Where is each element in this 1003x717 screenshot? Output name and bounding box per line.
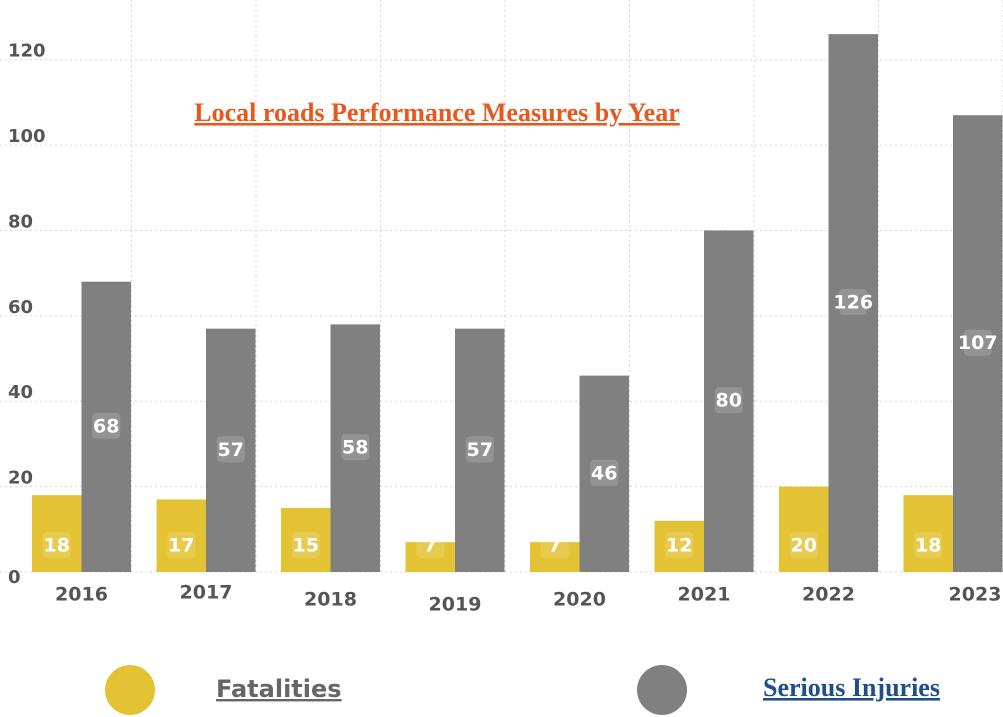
bar xyxy=(530,542,580,572)
value-label-bg xyxy=(42,532,71,558)
value-label-bg xyxy=(665,532,694,558)
value-label-bg xyxy=(416,532,445,558)
chart-title: Local roads Performance Measures by Year xyxy=(194,98,679,127)
bar xyxy=(206,328,256,572)
y-tick-label: 60 xyxy=(8,297,33,318)
x-tick-label: 2018 xyxy=(304,589,357,611)
y-tick-label: 80 xyxy=(8,211,33,232)
bar xyxy=(828,34,878,573)
y-tick-label: 40 xyxy=(8,382,33,403)
legend-label: Serious Injuries xyxy=(763,673,940,702)
value-label: 46 xyxy=(591,462,617,484)
y-tick-label: 120 xyxy=(8,41,46,62)
value-label-bg xyxy=(465,436,494,463)
value-label-bg xyxy=(167,532,196,558)
bar xyxy=(579,375,629,572)
y-tick-label: 100 xyxy=(8,126,46,147)
value-label: 18 xyxy=(915,535,941,557)
value-label: 57 xyxy=(467,439,493,461)
value-label-bg xyxy=(839,289,868,316)
bar xyxy=(156,499,206,572)
bar xyxy=(81,281,131,572)
value-label: 68 xyxy=(93,415,119,437)
value-label-bg xyxy=(291,532,320,558)
value-label: 7 xyxy=(548,535,561,557)
value-label-bg xyxy=(92,412,121,439)
value-label: 57 xyxy=(218,439,244,461)
bar xyxy=(32,495,82,572)
bar xyxy=(704,230,754,572)
value-label-bg xyxy=(914,532,943,558)
value-label: 18 xyxy=(44,535,70,557)
legend-label: Fatalities xyxy=(216,675,342,703)
value-label: 126 xyxy=(833,292,873,314)
bar xyxy=(654,520,704,572)
value-label-bg xyxy=(714,387,743,414)
value-label: 58 xyxy=(342,437,368,459)
value-label: 12 xyxy=(666,535,692,557)
value-label: 80 xyxy=(716,390,742,412)
x-tick-label: 2021 xyxy=(678,584,731,606)
value-label-bg xyxy=(789,532,818,558)
bar xyxy=(903,495,953,572)
value-label: 17 xyxy=(168,535,194,557)
value-label-bg xyxy=(216,436,245,463)
bar xyxy=(330,324,380,572)
value-label: 7 xyxy=(424,535,437,557)
legend-swatch xyxy=(637,665,687,715)
y-tick-label: 20 xyxy=(8,468,33,489)
x-tick-label: 2016 xyxy=(55,584,108,606)
x-tick-label: 2019 xyxy=(429,594,482,616)
x-tick-label: 2023 xyxy=(949,584,1002,606)
value-label: 107 xyxy=(958,332,998,354)
bar xyxy=(281,507,331,572)
x-tick-label: 2017 xyxy=(180,582,233,604)
y-tick-label: 0 xyxy=(8,567,21,588)
bar xyxy=(455,328,505,572)
value-label-bg xyxy=(540,532,569,558)
x-tick-label: 2020 xyxy=(553,589,606,611)
value-label-bg xyxy=(341,434,370,461)
bar xyxy=(953,115,1003,572)
value-label-bg xyxy=(590,459,619,486)
bar xyxy=(779,486,829,572)
bar xyxy=(405,542,455,572)
value-label: 20 xyxy=(791,535,817,557)
legend-swatch xyxy=(105,665,155,715)
value-label: 15 xyxy=(293,535,319,557)
x-tick-label: 2022 xyxy=(802,584,855,606)
value-label-bg xyxy=(963,329,992,356)
